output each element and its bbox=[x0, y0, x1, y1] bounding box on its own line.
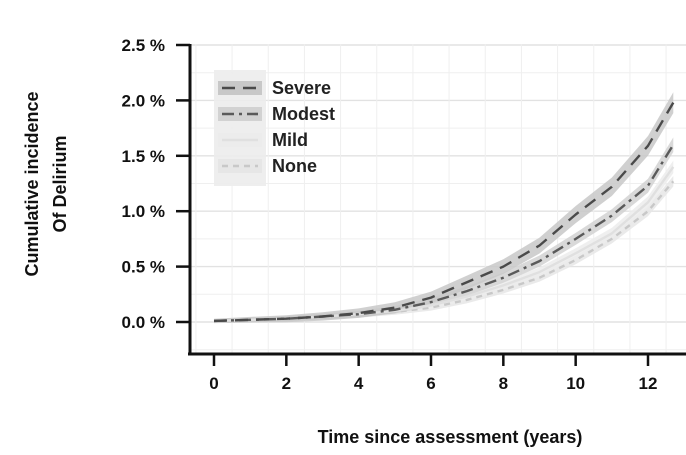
band-severe bbox=[214, 92, 674, 324]
series-lines bbox=[213, 101, 675, 323]
x-axis-title: Time since assessment (years) bbox=[318, 427, 583, 447]
y-tick-label: 2.5 % bbox=[122, 36, 165, 55]
y-tick-label: 2.0 % bbox=[122, 91, 165, 110]
x-tick-label: 4 bbox=[354, 374, 364, 393]
x-tick-label: 0 bbox=[209, 374, 218, 393]
axes bbox=[188, 44, 686, 356]
y-ticks: 0.0 % 0.5 % 1.0 % 1.5 % 2.0 % 2.5 % bbox=[122, 36, 190, 332]
legend-key-band-severe bbox=[218, 81, 262, 95]
series-line-severe bbox=[213, 101, 675, 323]
x-tick-label: 12 bbox=[639, 374, 658, 393]
y-tick-label: 0.5 % bbox=[122, 258, 165, 277]
legend-label-severe: Severe bbox=[272, 78, 331, 98]
y-tick-label: 0.0 % bbox=[122, 313, 165, 332]
x-tick-label: 2 bbox=[282, 374, 291, 393]
y-tick-label: 1.5 % bbox=[122, 147, 165, 166]
y-axis-title-line-1: Cumulative incidence bbox=[22, 91, 42, 276]
confidence-bands bbox=[214, 92, 674, 324]
legend-label-none: None bbox=[272, 156, 317, 176]
x-tick-label: 6 bbox=[426, 374, 435, 393]
x-tick-label: 8 bbox=[499, 374, 508, 393]
band-modest bbox=[214, 137, 674, 323]
series-line-modest bbox=[213, 144, 675, 323]
legend-label-modest: Modest bbox=[272, 104, 335, 124]
legend: Severe Modest Mild None bbox=[214, 70, 335, 186]
x-tick-label: 10 bbox=[566, 374, 585, 393]
y-tick-label: 1.0 % bbox=[122, 202, 165, 221]
x-ticks: 0 2 4 6 8 10 12 bbox=[209, 354, 657, 393]
legend-label-mild: Mild bbox=[272, 130, 308, 150]
legend-key-band-none bbox=[218, 159, 262, 173]
y-axis-title-line-2: Of Delirium bbox=[50, 135, 70, 232]
